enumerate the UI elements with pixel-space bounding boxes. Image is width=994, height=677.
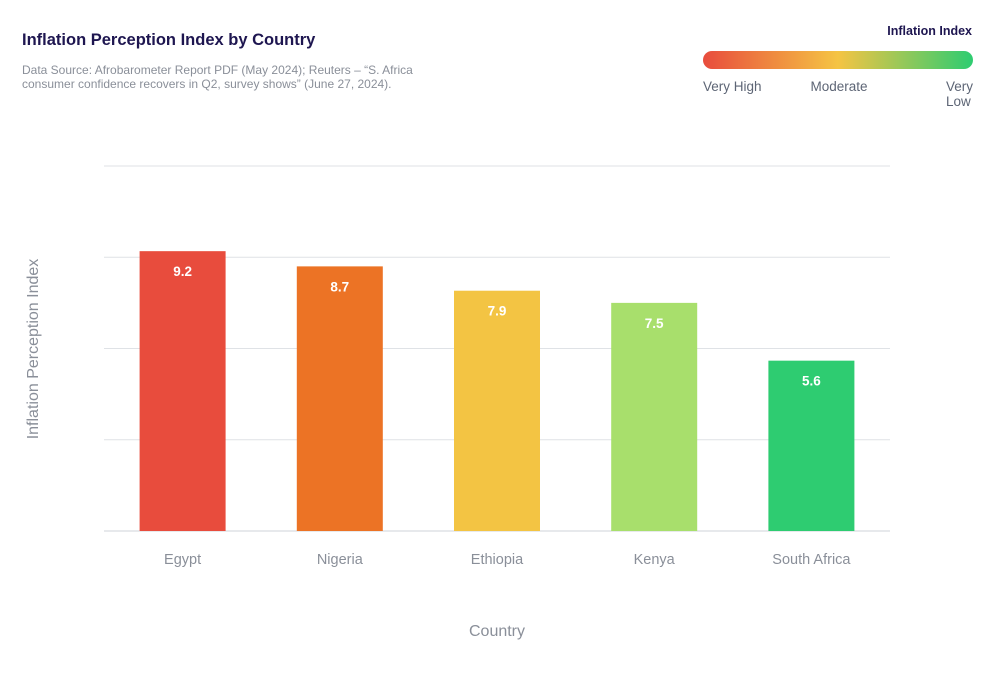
legend-label-very-high: Very High <box>703 79 762 94</box>
x-tick-label: Egypt <box>164 552 201 568</box>
bar-egypt <box>139 251 226 531</box>
bars <box>139 251 855 531</box>
data-label: 8.7 <box>330 279 349 294</box>
data-label: 9.2 <box>173 264 192 279</box>
x-axis-title: Country <box>469 623 525 640</box>
x-tick-label: South Africa <box>772 552 851 568</box>
chart-subtitle: Data Source: Afrobarometer Report PDF (M… <box>22 63 413 91</box>
bar-nigeria <box>296 266 383 531</box>
x-tick-label: Nigeria <box>317 552 364 568</box>
bar-south-africa <box>768 360 855 531</box>
bar-ethiopia <box>454 290 540 531</box>
data-label: 5.6 <box>802 374 821 389</box>
x-tick-label: Kenya <box>634 552 676 568</box>
data-label: 7.9 <box>488 304 507 319</box>
y-axis-title: Inflation Perception Index <box>25 259 42 440</box>
data-labels: 9.2 8.7 7.9 7.5 5.6 <box>173 264 821 389</box>
legend-title: Inflation Index <box>887 24 972 38</box>
x-axis-ticks: Egypt Nigeria Ethiopia Kenya South Africa <box>164 552 851 568</box>
x-tick-label: Ethiopia <box>471 552 524 568</box>
data-label: 7.5 <box>645 316 664 331</box>
legend-label-very-low: Very Low <box>945 79 973 109</box>
bar-kenya <box>611 302 698 531</box>
chart-title: Inflation Perception Index by Country <box>22 31 316 49</box>
legend-label-moderate: Moderate <box>810 79 868 94</box>
legend-gradient-bar <box>703 51 973 69</box>
